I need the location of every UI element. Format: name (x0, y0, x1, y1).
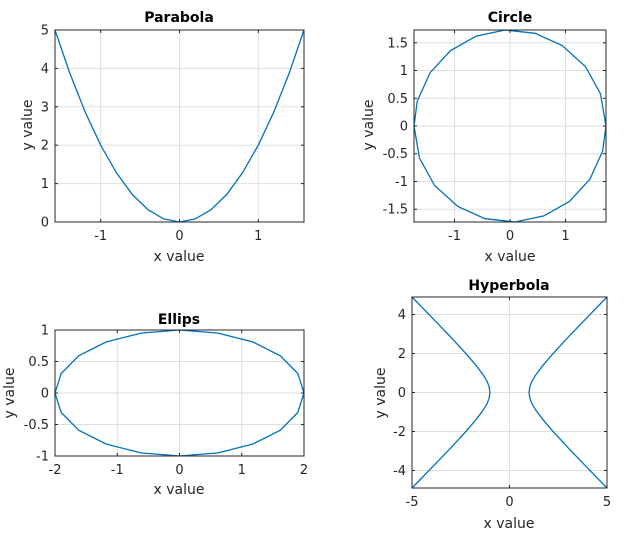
y-tick-label: 0.5 (28, 355, 49, 370)
y-tick-label: -1.5 (383, 203, 408, 218)
y-tick-label: -0.5 (383, 147, 408, 162)
x-tick-label: -5 (406, 495, 419, 510)
subplot-circle: -1 0 1 -1.5 -1 -0.5 0 0.5 1 1.5 Circle x value y … (361, 10, 607, 265)
y-tick-label: 0.5 (387, 92, 408, 107)
y-tick-label: 5 (41, 24, 49, 39)
x-tick-label: 0 (175, 463, 183, 478)
x-axis-label: x value (154, 249, 205, 265)
x-tick-label: -1 (94, 229, 107, 244)
y-tick-label: 2 (398, 347, 406, 362)
x-axis-label: x value (485, 249, 536, 265)
y-tick-label: -2 (393, 425, 406, 440)
x-tick-label: 0 (506, 229, 514, 244)
x-tick-label: -1 (448, 229, 461, 244)
x-axis-label: x value (484, 516, 535, 532)
y-tick-label: 0 (41, 216, 49, 231)
x-tick-label: 1 (561, 229, 569, 244)
x-tick-label: -2 (49, 463, 62, 478)
subplot-parabola: -1 0 1 0 1 2 3 4 5 Parabola x value y value (20, 10, 305, 265)
x-tick-label: 0 (175, 229, 183, 244)
y-axis-label: y value (373, 368, 389, 419)
y-tick-label: -4 (393, 464, 406, 479)
y-axis-label: y value (20, 100, 36, 151)
x-tick-label: -1 (111, 463, 124, 478)
y-tick-label: 0 (41, 387, 49, 402)
y-tick-label: -1 (395, 175, 408, 190)
y-tick-label: 4 (398, 308, 406, 323)
y-tick-label: 1.5 (387, 36, 408, 51)
chart-title: Hyperbola (468, 278, 549, 294)
chart-title: Parabola (144, 10, 214, 26)
y-axis-label: y value (2, 368, 18, 419)
series-line (528, 296, 608, 489)
y-tick-label: 4 (41, 62, 49, 77)
y-tick-label: -1 (36, 450, 49, 465)
y-tick-label: -0.5 (24, 418, 49, 433)
y-tick-label: 0 (400, 120, 408, 135)
y-tick-label: 0 (398, 386, 406, 401)
x-tick-label: 5 (603, 495, 611, 510)
y-axis-label: y value (361, 100, 377, 151)
y-tick-label: 1 (41, 324, 49, 339)
x-tick-label: 0 (505, 495, 513, 510)
x-tick-label: 1 (238, 463, 246, 478)
subplot-ellips: -2 -1 0 1 2-1-0.500.51 Ellips x value y valu… (2, 312, 308, 498)
y-tick-label: 1 (400, 64, 408, 79)
y-tick-label: 1 (41, 177, 49, 192)
chart-title: Ellips (158, 312, 200, 328)
subplot-hyperbola: -5 0 5 -4 -2 0 2 4 Hyperbola x value y value (373, 278, 611, 532)
x-axis-label: x value (154, 482, 205, 498)
series-line (411, 296, 491, 489)
chart-title: Circle (488, 10, 533, 26)
x-tick-label: 1 (254, 229, 262, 244)
x-tick-label: 2 (300, 463, 308, 478)
y-tick-label: 3 (41, 100, 49, 115)
y-tick-label: 2 (41, 139, 49, 154)
